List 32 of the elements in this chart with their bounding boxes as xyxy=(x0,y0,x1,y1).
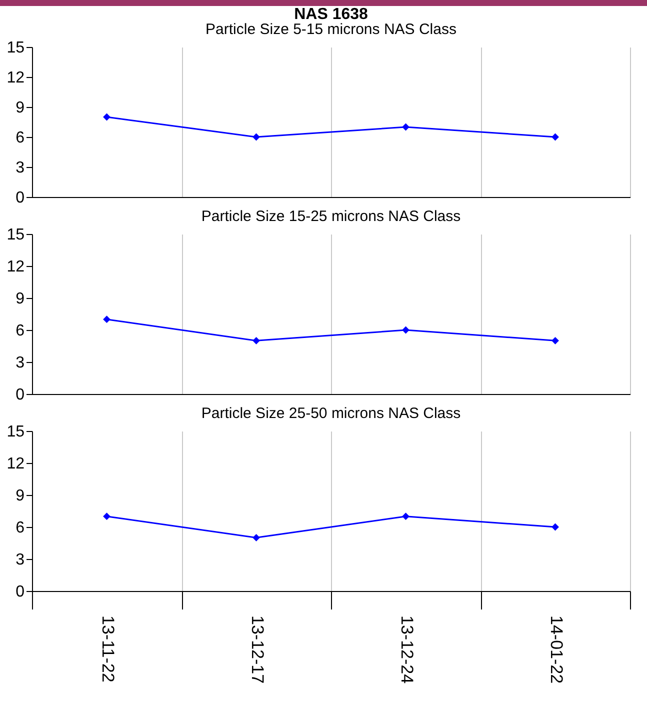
point xyxy=(103,316,110,324)
y-tick-label: 3 xyxy=(16,160,25,176)
y-tick-label: 15 xyxy=(6,424,25,440)
x-tick-label: 14-01-22 xyxy=(546,616,566,684)
y-tick-label: 15 xyxy=(6,226,25,244)
y-tick-label: 0 xyxy=(16,386,25,404)
y-tick-label: 0 xyxy=(16,190,25,206)
y-tick-label: 9 xyxy=(16,290,25,308)
y-tick-label: 12 xyxy=(6,258,25,276)
y-tick-label: 6 xyxy=(16,130,25,146)
point xyxy=(402,512,410,520)
y-tick-label: 9 xyxy=(16,488,25,504)
point xyxy=(103,512,110,520)
x-tick-label: 13-11-22 xyxy=(98,616,118,682)
y-tick-label: 12 xyxy=(6,70,25,86)
y-tick-label: 3 xyxy=(16,552,25,568)
y-tick-label: 9 xyxy=(16,100,25,116)
point xyxy=(552,336,559,344)
y-tick-label: 12 xyxy=(6,456,25,472)
chart-title: NAS 1638 xyxy=(294,6,368,23)
y-tick-label: 15 xyxy=(6,40,25,56)
x-tick-label: 13-12-17 xyxy=(248,616,267,684)
y-tick-label: 0 xyxy=(16,584,25,600)
y-tick-label: 6 xyxy=(16,322,25,340)
y-tick-label: 3 xyxy=(16,354,25,372)
point xyxy=(252,336,260,344)
chart-subtitle: Particle Size 5-15 microns NAS Class xyxy=(206,21,456,38)
chart-title: Particle Size 25-50 microns NAS Class xyxy=(201,405,461,422)
point xyxy=(252,534,260,542)
x-tick-label: 13-12-24 xyxy=(397,616,416,684)
chart-title: Particle Size 15-25 microns NAS Class xyxy=(201,208,461,225)
y-tick-label: 6 xyxy=(16,520,25,536)
